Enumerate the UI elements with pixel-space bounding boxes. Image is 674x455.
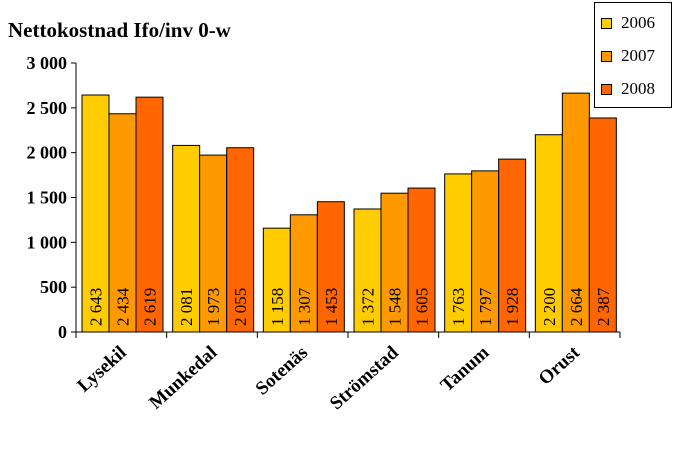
bar-orust-2006 — [534, 134, 563, 333]
x-category-label-orust: Orust — [535, 342, 585, 390]
bar-lysekil-2007 — [108, 113, 137, 333]
x-category-label-tanum: Tanum — [437, 342, 494, 396]
legend-label-2006: 2006 — [621, 13, 655, 32]
data-label-orust-2006: 2 200 — [540, 288, 559, 326]
bar-sotenäs-2007 — [289, 214, 318, 333]
legend-item-2007: 2007 — [601, 46, 655, 66]
bar-strömstad-2006 — [353, 208, 382, 333]
data-label-sotenäs-2007: 1 307 — [295, 287, 314, 326]
data-label-sotenäs-2008: 1 453 — [322, 288, 341, 326]
data-label-sotenäs-2006: 1 158 — [268, 288, 287, 326]
data-label-tanum-2008: 1 928 — [503, 288, 522, 326]
legend-item-2006: 2006 — [601, 13, 655, 33]
y-tick-label-2500: 2 500 — [27, 98, 68, 118]
x-category-label-strömstad: Strömstad — [326, 342, 403, 414]
y-tick-label-3000: 3 000 — [27, 53, 68, 73]
y-tick-label-0: 0 — [58, 322, 67, 342]
legend-item-2008: 2008 — [601, 79, 655, 99]
bar-orust-2007 — [561, 92, 590, 333]
data-label-tanum-2007: 1 797 — [476, 287, 495, 326]
legend-label-2007: 2007 — [621, 46, 655, 65]
data-label-lysekil-2007: 2 434 — [114, 287, 133, 326]
bar-tanum-2007 — [471, 170, 500, 333]
data-label-munkedal-2008: 2 055 — [231, 288, 250, 326]
legend: 2006 2007 2008 — [594, 2, 672, 108]
x-category-label-munkedal: Munkedal — [145, 342, 221, 413]
y-tick-label-1000: 1 000 — [27, 232, 68, 252]
x-category-label-lysekil: Lysekil — [73, 342, 130, 396]
data-label-munkedal-2006: 2 081 — [177, 288, 196, 326]
data-label-lysekil-2006: 2 643 — [87, 288, 106, 326]
data-label-strömstad-2008: 1 605 — [413, 288, 432, 326]
bar-lysekil-2006 — [81, 94, 110, 333]
data-label-orust-2008: 2 387 — [594, 287, 613, 326]
bar-munkedal-2008 — [226, 147, 255, 333]
data-label-munkedal-2007: 1 973 — [204, 288, 223, 326]
data-label-orust-2007: 2 664 — [567, 287, 586, 326]
legend-swatch-2006 — [601, 17, 612, 29]
bar-orust-2008 — [588, 117, 617, 333]
data-label-tanum-2006: 1 763 — [449, 288, 468, 326]
y-tick-label-2000: 2 000 — [27, 143, 68, 163]
y-tick-label-1500: 1 500 — [27, 188, 68, 208]
bar-lysekil-2008 — [135, 96, 164, 333]
data-label-strömstad-2007: 1 548 — [386, 288, 405, 326]
y-tick-label-500: 500 — [40, 277, 67, 297]
legend-label-2008: 2008 — [621, 79, 655, 98]
bar-strömstad-2008 — [407, 187, 436, 333]
data-label-lysekil-2008: 2 619 — [141, 288, 160, 326]
chart-title: Nettokostnad Ifo/inv 0-w — [8, 18, 231, 42]
data-label-strömstad-2006: 1 372 — [359, 288, 378, 326]
x-category-label-sotenäs: Sotenäs — [252, 342, 312, 399]
legend-swatch-2007 — [601, 50, 612, 62]
legend-swatch-2008 — [601, 83, 612, 95]
